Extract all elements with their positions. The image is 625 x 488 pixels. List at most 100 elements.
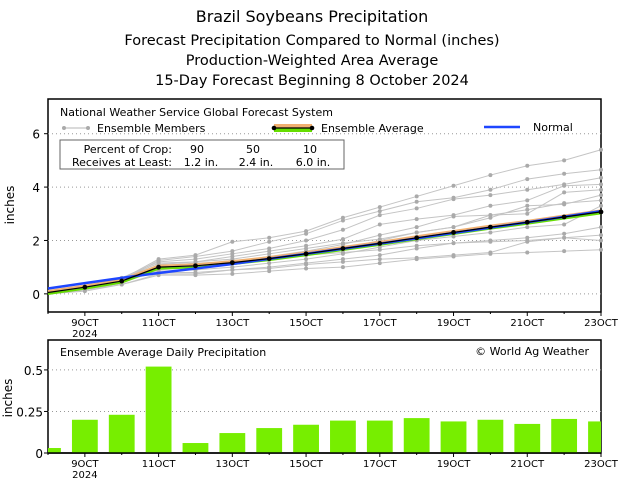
ensemble-member-point	[193, 270, 198, 275]
daily-precip-bar	[219, 433, 246, 453]
daily-precip-bar	[108, 414, 135, 453]
ensemble-average-point	[119, 278, 125, 284]
crop-percent-10: 10	[303, 143, 317, 156]
ensemble-average-point	[303, 251, 309, 257]
x-tick-label: 11OCT	[142, 459, 177, 470]
daily-precip-bar	[256, 428, 283, 453]
ensemble-member-point	[525, 250, 530, 255]
daily-precip-bar	[551, 418, 578, 453]
x-tick-label: 13OCT	[215, 318, 250, 329]
ensemble-member-line	[47, 199, 602, 295]
x-tick-label: 15OCT	[289, 318, 324, 329]
y-tick-label: 4	[32, 181, 40, 195]
ensemble-average-point	[193, 263, 198, 269]
x-tick-label: 23OCT	[584, 459, 619, 470]
crop-percent-90: 90	[190, 143, 204, 156]
ensemble-member-point	[451, 234, 456, 239]
ensemble-member-point	[525, 177, 530, 182]
ensemble-member-point	[340, 237, 345, 242]
crop-receives-90: 1.2 in.	[184, 156, 219, 169]
ensemble-member-point	[340, 241, 345, 246]
legend-average-band-upper	[274, 124, 312, 128]
ensemble-member-point	[377, 237, 382, 242]
ensemble-member-point	[414, 217, 419, 222]
ensemble-member-point	[451, 214, 456, 219]
ensemble-member-point	[599, 238, 603, 243]
ensemble-average-point	[340, 246, 346, 251]
daily-precip-bar	[330, 420, 356, 453]
daily-precip-bar	[403, 418, 430, 453]
legend-members-marker	[62, 126, 66, 130]
legend: Ensemble Members Ensemble Average Normal	[62, 121, 573, 135]
ensemble-member-point	[304, 257, 309, 262]
x-tick-label: 19OCT	[437, 318, 472, 329]
ensemble-member-point	[525, 238, 530, 243]
y-tick-label: 0.5	[24, 364, 43, 378]
ensemble-member-point	[230, 239, 235, 244]
ensemble-member-point	[340, 250, 345, 255]
ensemble-member-point	[525, 163, 530, 168]
x-tick-label: 21OCT	[510, 459, 545, 470]
ensemble-member-point	[599, 175, 603, 180]
ensemble-member-point	[340, 265, 345, 270]
ensemble-member-point	[525, 187, 530, 192]
x-tick-label: 17OCT	[363, 318, 398, 329]
ensemble-member-point	[377, 247, 382, 252]
x-tick-label: 15OCT	[289, 459, 324, 470]
x-tick-label: 21OCT	[510, 318, 545, 329]
ensemble-member-point	[525, 211, 530, 216]
crop-table: Percent of Crop: 90 50 10 Receives at Le…	[59, 139, 345, 170]
daily-y-axis-label: inches	[1, 379, 15, 418]
daily-precip-bar	[293, 424, 319, 453]
x-tick-label: 11OCT	[142, 318, 177, 329]
ensemble-average-point	[229, 260, 235, 266]
y-tick-label: 2	[32, 234, 40, 248]
y-tick-label: 0.25	[16, 405, 43, 419]
ensemble-member-point	[414, 199, 419, 204]
daily-panel-title: Ensemble Average Daily Precipitation	[60, 346, 266, 359]
ensemble-member-point	[414, 225, 419, 230]
ensemble-member-point	[451, 197, 456, 202]
ensemble-member-point	[488, 230, 493, 235]
ensemble-average-point	[377, 241, 383, 246]
ensemble-member-point	[377, 205, 382, 210]
ensemble-member-point	[304, 231, 309, 236]
legend-average-label: Ensemble Average	[321, 122, 424, 135]
ensemble-member-point	[488, 193, 493, 198]
legend-average-marker	[271, 125, 277, 131]
ensemble-member-line	[47, 226, 602, 295]
x-year-label: 2024	[72, 470, 97, 481]
daily-precip-bar	[588, 421, 601, 453]
ensemble-member-point	[599, 167, 603, 172]
y-axis-label: inches	[3, 186, 17, 225]
ensemble-average-point	[266, 256, 272, 262]
legend-members-marker	[86, 126, 90, 130]
ensemble-member-point	[488, 187, 493, 192]
ensemble-member-point	[414, 194, 419, 199]
ensemble-member-point	[414, 230, 419, 235]
daily-panel: 0 0.25 0.5 9OCT 11OCT 13OCT 15OCT 17OCT 19OCT 21…	[1, 339, 619, 481]
crop-table-box	[59, 139, 345, 170]
crop-receives-50: 2.4 in.	[239, 156, 274, 169]
ensemble-member-point	[230, 271, 235, 276]
ensemble-member-point	[451, 253, 456, 258]
y-tick-label: 6	[32, 128, 40, 142]
ensemble-member-point	[267, 251, 272, 256]
ensemble-member-point	[562, 171, 567, 176]
x-year-label: 2024	[72, 329, 97, 340]
x-tick-label: 13OCT	[215, 459, 250, 470]
ensemble-member-point	[599, 233, 603, 238]
ensemble-member-point	[304, 238, 309, 243]
ensemble-member-point	[599, 187, 603, 192]
x-tick-label: 9OCT	[71, 318, 99, 329]
ensemble-member-point	[562, 201, 567, 206]
ensemble-member-point	[304, 246, 309, 251]
ensemble-average-point	[561, 214, 567, 220]
ensemble-average-point	[451, 230, 456, 235]
ensemble-member-point	[525, 198, 530, 203]
ensemble-member-point	[267, 266, 272, 271]
ensemble-member-point	[414, 243, 419, 248]
ensemble-member-line	[47, 249, 602, 295]
ensemble-member-line	[47, 177, 602, 294]
